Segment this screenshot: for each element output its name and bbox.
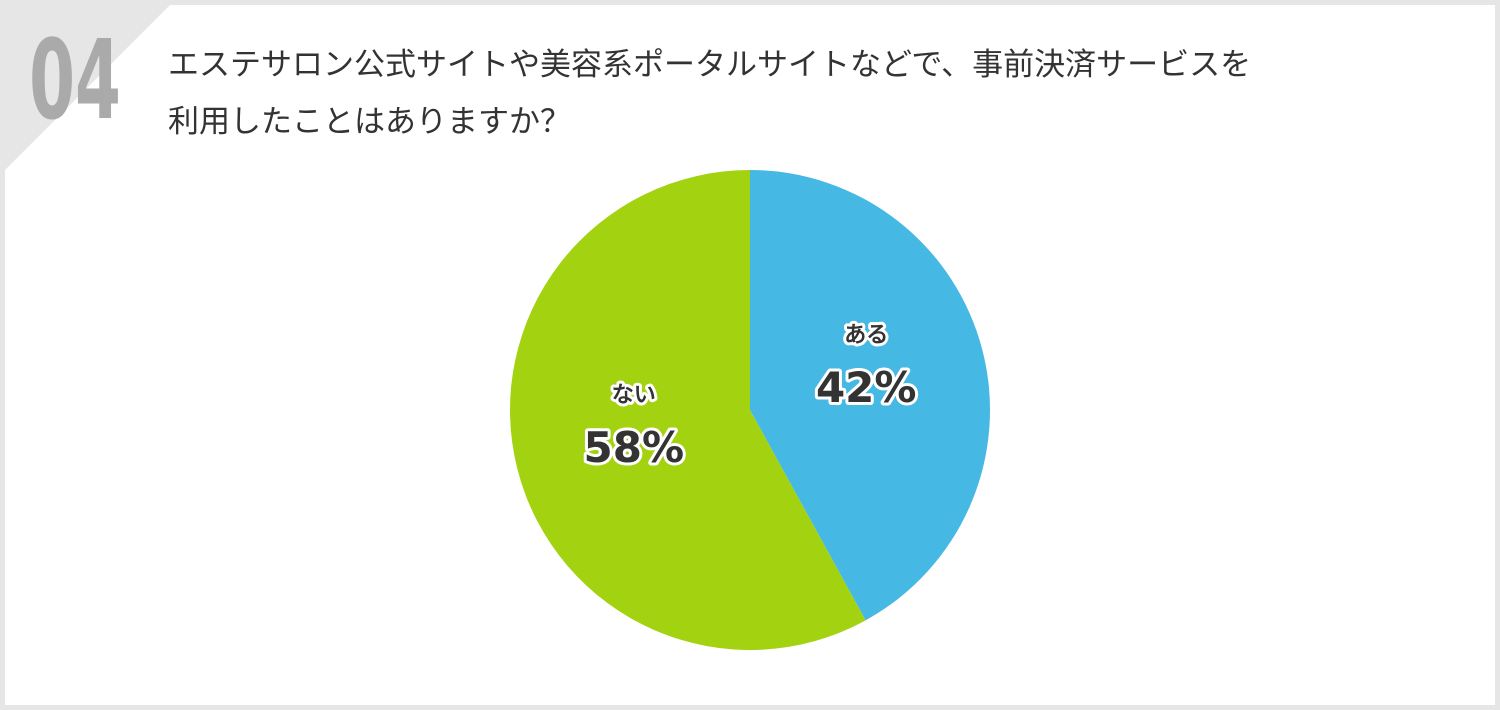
question-number: 04 [29, 17, 121, 144]
pie-slice [510, 170, 866, 650]
value-label: 58% [584, 423, 685, 472]
corner [0, 0, 175, 175]
value-label: 42% [816, 363, 917, 412]
slice-label: ない [612, 383, 656, 408]
chart-title: 利用したことはありますか？ [168, 104, 571, 140]
pie-slice [750, 170, 991, 621]
chart-title: エステサロン公式サイトや美容系ポータルサイトなどで、事前決済サービスを [168, 47, 1251, 83]
slice-label: ある [844, 323, 888, 348]
